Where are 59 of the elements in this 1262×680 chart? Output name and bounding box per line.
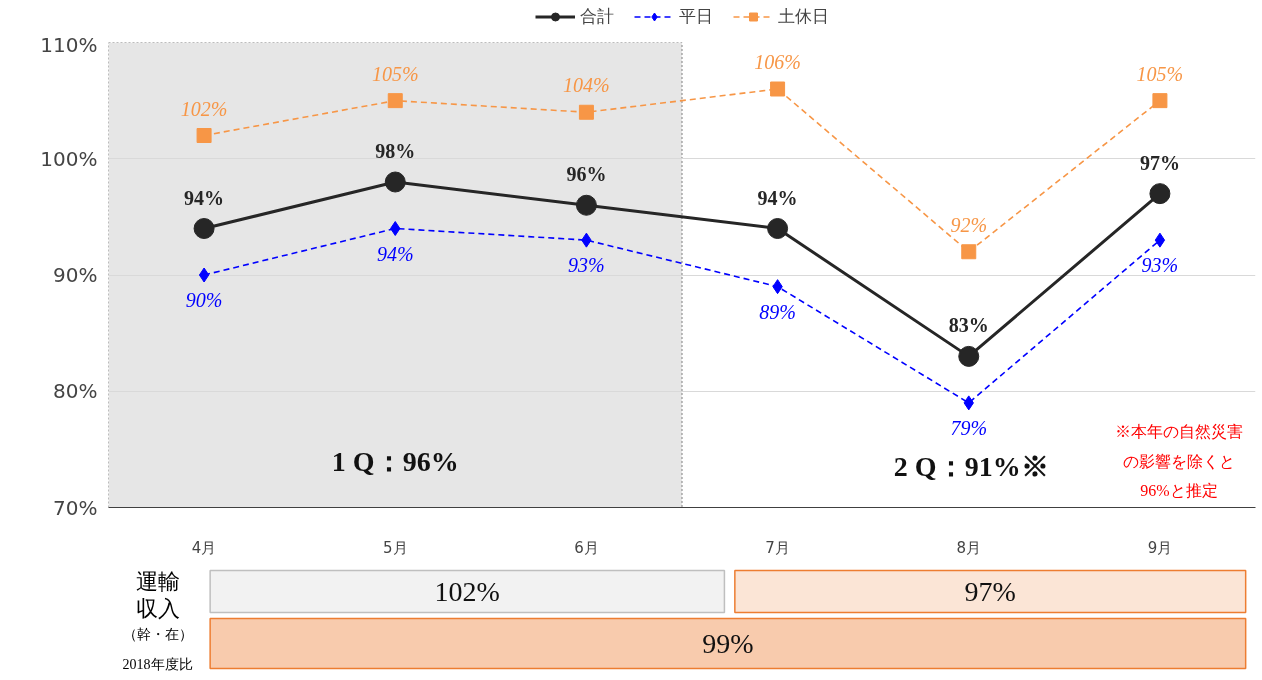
data-label: 102% xyxy=(180,97,228,120)
x-tick-label: 4月 xyxy=(191,538,217,557)
text: （幹・在） xyxy=(122,626,193,642)
x-tick-label: 7月 xyxy=(765,538,790,557)
point xyxy=(1152,93,1168,109)
point xyxy=(193,218,215,239)
x-tick-label: 8月 xyxy=(956,538,982,557)
data-label: 94% xyxy=(376,242,414,265)
data-label: 83% xyxy=(948,314,989,337)
point xyxy=(1154,232,1166,248)
point xyxy=(198,267,210,283)
point xyxy=(1149,183,1171,205)
text: 運輸 xyxy=(135,568,180,594)
y-tick-label: 110% xyxy=(40,32,98,57)
point xyxy=(387,93,403,109)
data-label: 79% xyxy=(950,416,988,439)
data-label: 94% xyxy=(184,186,225,209)
data-label: 94% xyxy=(757,186,798,209)
point xyxy=(578,104,594,120)
y-tick-label: 100% xyxy=(40,146,98,171)
point xyxy=(196,128,212,143)
y-tick-label: 80% xyxy=(53,379,98,404)
data-label: 97% xyxy=(1139,151,1180,174)
x-tick-label: 5月 xyxy=(382,538,408,557)
text: 102% xyxy=(434,576,500,607)
annotation: の影響を除くと xyxy=(1123,452,1236,470)
legend-label: 合計 xyxy=(579,4,614,28)
annotation: ※本年の自然災害 xyxy=(1115,423,1244,441)
data-label: 105% xyxy=(1136,62,1184,85)
data-label: 93% xyxy=(1141,254,1179,277)
legend-label: 土休日 xyxy=(777,4,829,28)
data-label: 90% xyxy=(185,289,223,311)
data-label: 96% xyxy=(566,163,607,186)
annotation: 96%と推定 xyxy=(1140,481,1218,499)
x-tick-label: 9月 xyxy=(1147,538,1173,557)
data-label: 93% xyxy=(568,254,605,277)
data-label: 104% xyxy=(563,74,610,97)
text: 99% xyxy=(702,628,754,659)
text: 97% xyxy=(964,576,1016,607)
point xyxy=(575,194,597,216)
point xyxy=(767,218,789,239)
y-tick-label: 90% xyxy=(53,263,98,287)
annotation: 1 Q：96% xyxy=(331,445,459,477)
data-label: 89% xyxy=(759,300,796,323)
data-label: 106% xyxy=(754,51,801,73)
annotation: 2 Q：91%※ xyxy=(893,451,1049,483)
y-tick-label: 70% xyxy=(53,495,98,520)
data-label: 92% xyxy=(950,213,988,236)
point xyxy=(770,81,786,97)
x-tick-label: 6月 xyxy=(574,538,599,557)
data-label: 105% xyxy=(371,62,419,85)
point xyxy=(961,244,977,260)
legend-label: 平日 xyxy=(678,4,713,28)
text: 2018年度比 xyxy=(122,656,193,672)
data-label: 98% xyxy=(375,140,416,162)
point xyxy=(390,221,401,236)
point xyxy=(384,171,406,193)
point xyxy=(958,345,980,367)
text: 収入 xyxy=(135,595,180,621)
